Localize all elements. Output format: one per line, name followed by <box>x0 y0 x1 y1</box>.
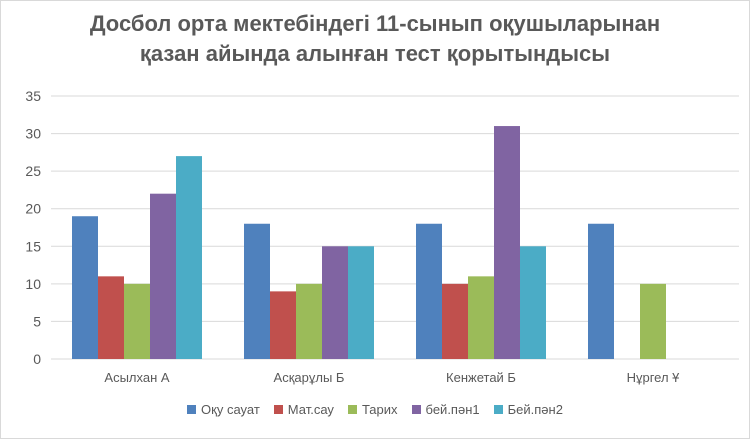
legend-swatch <box>273 405 283 414</box>
bar <box>640 283 666 359</box>
y-tick-label: 15 <box>25 238 41 254</box>
x-tick-label: Асқарұлы Б <box>274 370 345 385</box>
bar <box>150 193 176 359</box>
legend-item: Тарих <box>347 402 398 417</box>
legend: Оқу сауат Мат.сау Тарих бей.пән1 Бей.пән2 <box>1 402 749 417</box>
legend-swatch <box>411 405 421 414</box>
y-tick-label: 30 <box>25 126 41 142</box>
legend-label: бей.пән1 <box>425 402 480 417</box>
legend-item: Бей.пән2 <box>493 402 563 417</box>
legend-swatch <box>493 405 503 414</box>
bar <box>270 291 296 359</box>
x-tick-label: Асылхан А <box>104 370 169 385</box>
chart-title: Досбол орта мектебіндегі 11-сынып оқушыл… <box>1 9 749 69</box>
bar <box>244 223 270 359</box>
y-tick-label: 20 <box>25 201 41 217</box>
bar <box>442 283 468 359</box>
legend-label: Тарих <box>361 402 398 417</box>
legend-label: Бей.пән2 <box>507 402 563 417</box>
bar <box>468 276 494 359</box>
legend-swatch <box>347 405 357 414</box>
legend-item: бей.пән1 <box>411 402 480 417</box>
bar <box>416 223 442 359</box>
chart-title-line-2: қазан айында алынған тест қорытындысы <box>139 41 611 66</box>
chart-title-line-1: Досбол орта мектебіндегі 11-сынып оқушыл… <box>89 11 661 36</box>
legend-label: Оқу сауат <box>201 402 260 417</box>
legend-label: Мат.сау <box>287 402 334 417</box>
bar <box>98 276 124 359</box>
bar <box>322 246 348 359</box>
bar <box>296 283 322 359</box>
y-tick-label: 0 <box>33 351 41 367</box>
bar <box>588 223 614 359</box>
bar <box>72 216 98 359</box>
legend-item: Мат.сау <box>273 402 334 417</box>
bar <box>124 283 150 359</box>
bar <box>348 246 374 359</box>
legend-swatch <box>187 405 197 414</box>
y-tick-label: 35 <box>25 88 41 104</box>
legend-item: Оқу сауат <box>187 402 260 417</box>
plot-area: 0 5 10 15 20 25 30 35 Асылхан А Асқарұлы Б Кенжета… <box>25 88 739 385</box>
y-tick-label: 5 <box>33 313 41 329</box>
bar <box>176 156 202 359</box>
x-tick-label: Кенжетай Б <box>446 370 516 385</box>
y-tick-label: 10 <box>25 276 41 292</box>
bar <box>520 246 546 359</box>
y-tick-label: 25 <box>25 163 41 179</box>
bar <box>494 126 520 359</box>
x-tick-label: Нұргел Ұ <box>627 370 681 385</box>
